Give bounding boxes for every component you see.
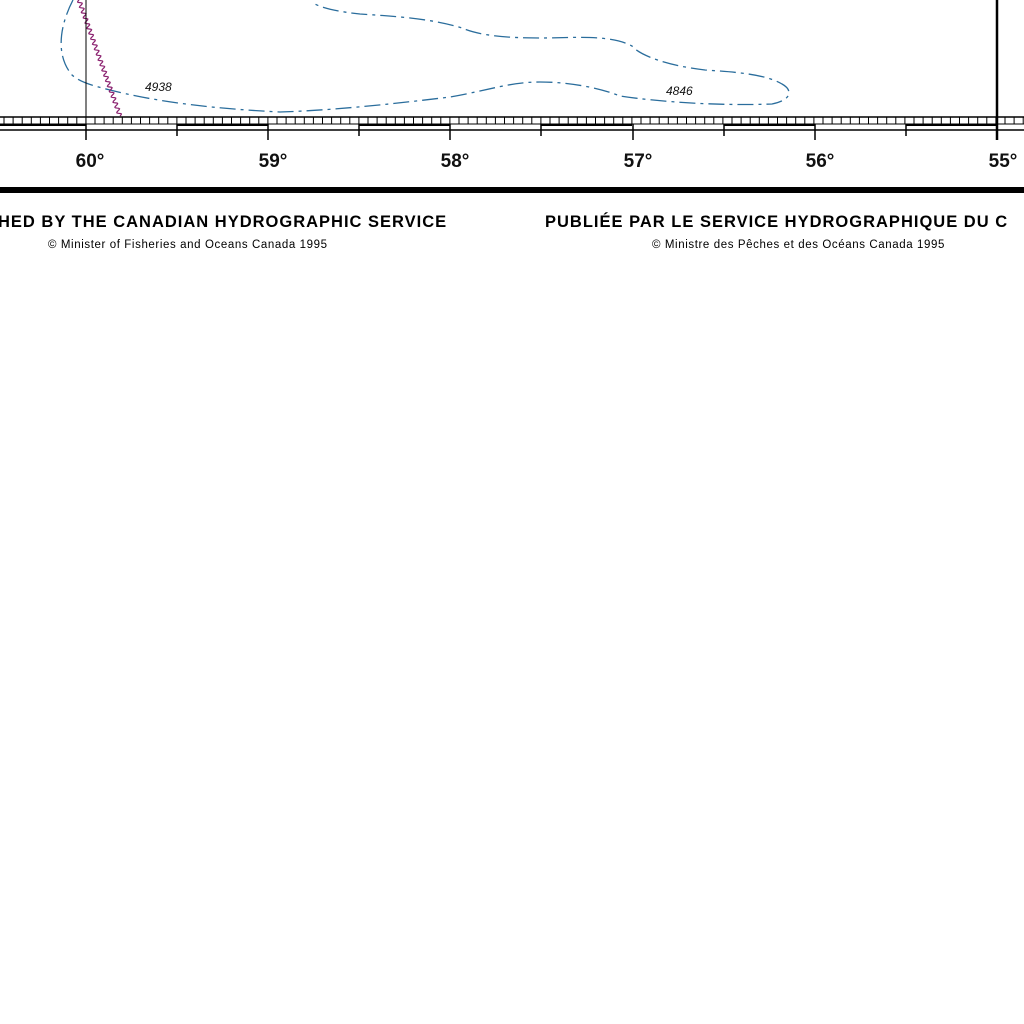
depth-sounding: 4846 bbox=[666, 84, 693, 98]
scale-bar bbox=[541, 124, 632, 126]
longitude-label-57: 57° bbox=[624, 151, 653, 172]
longitude-label-60: 60° bbox=[76, 151, 105, 172]
scale-bar bbox=[0, 124, 86, 126]
publisher-credit-french: PUBLIÉE PAR LE SERVICE HYDROGRAPHIQUE DU… bbox=[545, 212, 1008, 231]
longitude-label-55: 55° bbox=[989, 151, 1018, 172]
publisher-credit-english: HED BY THE CANADIAN HYDROGRAPHIC SERVICE bbox=[0, 213, 447, 231]
copyright-icon: © bbox=[48, 239, 57, 251]
longitude-label-58: 58° bbox=[441, 151, 470, 172]
chart-bottom-border bbox=[0, 187, 1024, 193]
longitude-label-59: 59° bbox=[259, 151, 288, 172]
copyright-text: Minister of Fisheries and Oceans Canada … bbox=[61, 239, 328, 251]
depth-contour-line bbox=[60, 0, 790, 113]
scale-border bbox=[0, 116, 1024, 140]
scale-bar bbox=[359, 124, 450, 126]
scale-bar bbox=[724, 124, 815, 126]
copyright-text: Ministre des Pêches et des Océans Canada… bbox=[665, 239, 945, 251]
boundary-line bbox=[76, 0, 123, 117]
longitude-label-56: 56° bbox=[806, 151, 835, 172]
copyright-icon: © bbox=[652, 239, 661, 251]
scale-bars bbox=[0, 124, 998, 140]
copyright-notice-french: © Ministre des Pêches et des Océans Cana… bbox=[652, 239, 945, 251]
depth-sounding: 4938 bbox=[145, 80, 172, 94]
scale-bar bbox=[177, 124, 268, 126]
scale-minute-ticks bbox=[3, 117, 1024, 124]
scale-bar bbox=[906, 124, 997, 126]
copyright-notice-english: © Minister of Fisheries and Oceans Canad… bbox=[48, 239, 328, 251]
